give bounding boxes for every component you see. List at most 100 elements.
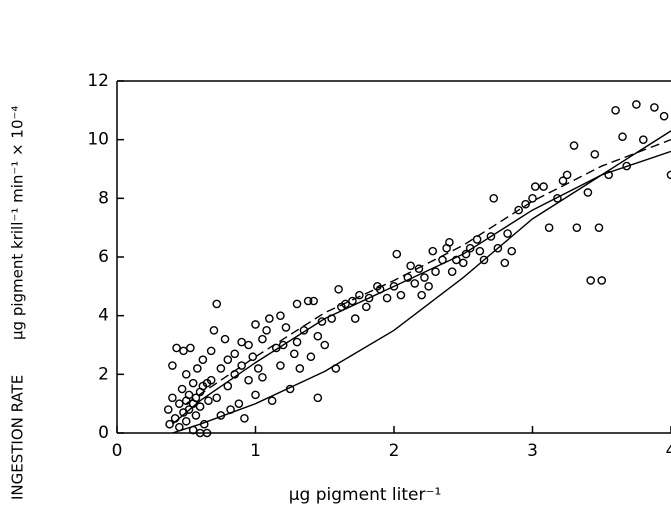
data-point: [364, 293, 374, 303]
data-point: [230, 349, 240, 359]
data-point: [355, 290, 364, 300]
x-axis-label: μg pigment liter⁻¹: [289, 485, 442, 505]
y-axis-units: μg pigment krill⁻¹ min⁻¹ × 10⁻⁴: [9, 106, 27, 340]
data-point: [458, 258, 468, 268]
data-point: [650, 103, 659, 112]
y-tick-label: 6: [98, 247, 109, 267]
data-point: [168, 393, 177, 403]
data-point: [170, 414, 180, 423]
data-point: [341, 299, 350, 309]
data-point: [396, 290, 406, 300]
data-point: [175, 399, 184, 408]
data-point: [313, 393, 323, 403]
data-point: [424, 282, 433, 291]
data-point: [479, 255, 489, 265]
data-point: [253, 364, 263, 373]
data-point: [320, 340, 330, 350]
data-point: [590, 150, 600, 159]
y-tick-label: 10: [87, 130, 109, 150]
data-point: [281, 323, 291, 332]
data-point: [659, 111, 669, 121]
y-axis-label: INGESTION RATE: [9, 375, 27, 500]
data-point: [597, 276, 607, 285]
data-point: [594, 223, 604, 232]
data-point: [382, 293, 392, 303]
data-point: [489, 194, 499, 203]
data-point: [191, 393, 201, 403]
data-point: [475, 246, 485, 256]
fit-curve: [171, 130, 671, 425]
y-tick-label: 2: [98, 364, 109, 384]
data-point: [539, 182, 548, 191]
data-point: [267, 396, 277, 406]
data-point: [639, 135, 648, 144]
data-point: [317, 317, 327, 326]
y-tick-label: 4: [98, 306, 109, 326]
data-point: [303, 296, 313, 306]
data-point: [611, 106, 620, 115]
data-point: [240, 414, 249, 423]
data-point: [209, 326, 219, 335]
data-point: [181, 370, 191, 379]
data-point: [181, 416, 191, 426]
data-point: [179, 346, 188, 356]
data-point: [389, 282, 399, 291]
data-point: [163, 405, 173, 414]
data-point: [622, 161, 631, 171]
data-point: [212, 299, 222, 309]
data-point: [572, 223, 582, 232]
data-point: [500, 258, 510, 268]
data-point: [428, 246, 438, 256]
data-point: [220, 334, 230, 344]
data-point: [553, 194, 562, 203]
data-point: [313, 331, 323, 341]
x-tick-label: 2: [389, 441, 400, 461]
data-point: [666, 170, 671, 180]
fit-curve: [185, 139, 671, 405]
data-point: [472, 235, 482, 244]
data-point: [528, 194, 537, 203]
data-point: [258, 372, 267, 382]
data-point: [251, 390, 260, 400]
data-point: [452, 255, 461, 265]
data-point: [276, 361, 285, 370]
data-point: [212, 393, 222, 403]
data-point: [445, 238, 454, 247]
data-point: [276, 311, 285, 320]
data-point: [177, 384, 187, 394]
data-point: [184, 390, 194, 400]
data-point: [392, 249, 402, 259]
data-point: [420, 273, 429, 282]
data-point: [586, 276, 595, 285]
data-point: [583, 188, 593, 197]
data-point: [278, 340, 288, 350]
data-point: [348, 296, 357, 306]
data-point: [289, 349, 299, 359]
data-point: [172, 343, 181, 353]
data-point: [186, 343, 195, 353]
data-point: [292, 299, 302, 309]
x-tick-label: 0: [112, 441, 123, 461]
data-point: [507, 246, 517, 256]
data-point: [414, 264, 424, 274]
data-point: [198, 355, 208, 364]
data-point: [569, 141, 579, 150]
data-point: [618, 132, 627, 142]
data-point: [562, 170, 572, 180]
data-point: [431, 267, 440, 276]
data-point: [204, 396, 213, 406]
data-point: [514, 205, 523, 215]
data-point: [503, 229, 512, 238]
data-point: [202, 428, 212, 438]
data-point: [223, 355, 233, 364]
data-point: [244, 340, 253, 350]
data-point: [265, 314, 274, 323]
data-point: [334, 284, 343, 294]
data-point: [558, 176, 568, 186]
data-point: [295, 364, 305, 373]
data-point: [258, 334, 267, 344]
data-point: [309, 296, 318, 306]
data-point: [350, 314, 360, 323]
data-point: [544, 223, 554, 232]
